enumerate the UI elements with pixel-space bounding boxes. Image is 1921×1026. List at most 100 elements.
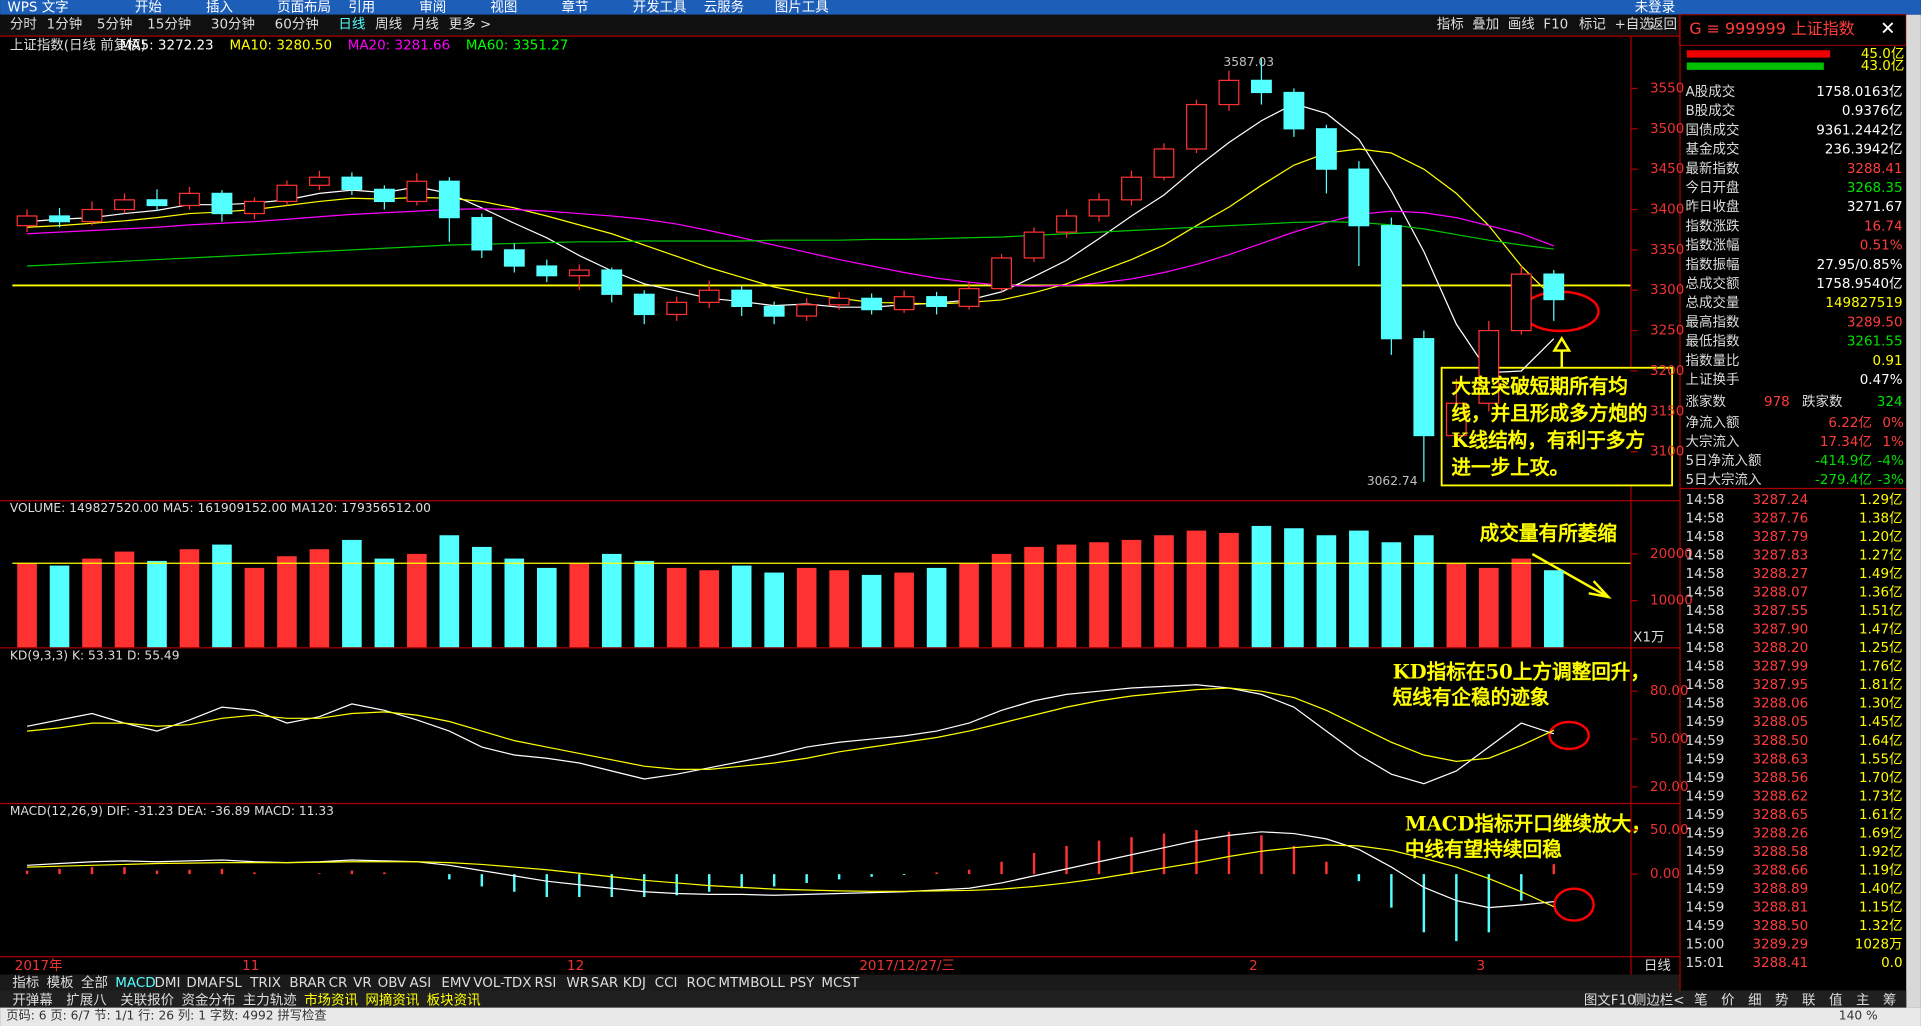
- indicator-tab[interactable]: MTM: [718, 975, 749, 991]
- menu-item[interactable]: 插入: [206, 0, 233, 15]
- volume-bar: [407, 553, 427, 648]
- indicator-tab[interactable]: PSY: [790, 975, 816, 991]
- menu-item[interactable]: 开发工具: [633, 0, 687, 15]
- bottom-tab[interactable]: 板块资讯: [427, 992, 481, 1008]
- side-button[interactable]: 侧边栏<: [1633, 992, 1685, 1008]
- indicator-tab[interactable]: MACD: [115, 975, 155, 991]
- row-value: 3261.55: [1847, 334, 1903, 350]
- indicator-tab[interactable]: ROC: [687, 975, 716, 991]
- trade-volume: 1.29亿: [1859, 492, 1902, 508]
- indicator-tab[interactable]: 全部: [81, 974, 108, 991]
- indicator-tab[interactable]: SAR: [591, 975, 618, 991]
- menu-item[interactable]: 页面布局: [277, 0, 331, 15]
- indicator-tab[interactable]: FSL: [218, 975, 242, 991]
- indicator-tab[interactable]: WR: [566, 975, 589, 991]
- candle-body: [1251, 79, 1272, 94]
- indicator-tab[interactable]: DMI: [155, 975, 181, 991]
- bottom-tab[interactable]: 扩展八: [66, 992, 107, 1008]
- bottom-tab[interactable]: 主力轨迹: [243, 992, 297, 1008]
- period-tab[interactable]: 5分钟: [97, 16, 133, 33]
- bottom-tab[interactable]: 网摘资讯: [365, 991, 419, 1008]
- menu-item[interactable]: 图片工具: [775, 0, 829, 15]
- panel-tab[interactable]: 主: [1856, 992, 1869, 1008]
- candle-body: [828, 297, 850, 306]
- annotation: 成交量有所萎缩: [1480, 522, 1618, 545]
- menu-item[interactable]: 开始: [135, 0, 162, 15]
- indicator-tab[interactable]: KDJ: [623, 975, 646, 991]
- period-tab[interactable]: 周线: [375, 17, 402, 33]
- login[interactable]: 未登录: [1635, 0, 1675, 15]
- indicator-tab[interactable]: MCST: [821, 975, 860, 991]
- app-name: WPS 文字: [7, 0, 68, 15]
- indicator-tab[interactable]: VR: [353, 975, 372, 991]
- period-tab[interactable]: 分时: [10, 17, 37, 33]
- period-tab[interactable]: 更多 >: [449, 16, 492, 33]
- panel-tab[interactable]: 笔: [1694, 992, 1707, 1008]
- panel-tab[interactable]: 联: [1802, 992, 1815, 1008]
- volume-bar: [601, 553, 622, 648]
- panel-tab[interactable]: 值: [1829, 992, 1842, 1008]
- zoom: 140 %: [1839, 1009, 1878, 1023]
- trade-price: 3287.55: [1752, 603, 1808, 619]
- macd-legend: MACD(12,26,9) DIF: -31.23 DEA: -36.89 MA…: [10, 804, 334, 818]
- period-tab[interactable]: 15分钟: [147, 16, 191, 33]
- bottom-tab[interactable]: 开弹幕: [12, 992, 53, 1008]
- y-tick-label: 20.00: [1650, 779, 1689, 795]
- period-tab[interactable]: 30分钟: [211, 16, 255, 33]
- row-label: 上证换手: [1686, 372, 1740, 388]
- indicator-tab[interactable]: OBV: [378, 975, 407, 991]
- menu-item[interactable]: 引用: [348, 0, 375, 15]
- indicator-tab[interactable]: VOL-TDX: [473, 975, 531, 991]
- indicator-tab[interactable]: CCI: [655, 975, 678, 991]
- trade-price: 3287.83: [1752, 548, 1808, 564]
- menu-item[interactable]: 视图: [490, 0, 517, 15]
- period-tab[interactable]: 60分钟: [275, 16, 319, 33]
- indicator-tab[interactable]: RSI: [535, 975, 557, 991]
- y-tick-label: 3150: [1650, 403, 1684, 419]
- panel-tab[interactable]: 价: [1721, 992, 1735, 1008]
- volume-bar: [1284, 528, 1304, 648]
- volume-bar: [17, 563, 37, 648]
- menu-item[interactable]: 审阅: [419, 0, 446, 15]
- indicator-tab[interactable]: EMV: [441, 975, 471, 991]
- trade-time: 14:58: [1686, 585, 1725, 601]
- tool-button[interactable]: +自选: [1614, 17, 1652, 33]
- volume-bar: [1219, 532, 1239, 648]
- side-button[interactable]: 图文F10: [1584, 992, 1636, 1008]
- period-tab[interactable]: 1分钟: [47, 16, 83, 33]
- menu-item[interactable]: 章节: [562, 0, 589, 15]
- trade-price: 3288.65: [1752, 807, 1808, 823]
- tool-button[interactable]: 指标: [1437, 17, 1464, 33]
- indicator-tab[interactable]: BRAR: [289, 975, 326, 991]
- indicator-tab[interactable]: CR: [329, 975, 348, 991]
- trade-time: 14:59: [1686, 751, 1725, 767]
- tool-button[interactable]: 叠加: [1472, 17, 1499, 33]
- volume-bar: [49, 565, 70, 648]
- trade-time: 14:59: [1686, 844, 1725, 860]
- flow-pct: 0%: [1882, 415, 1904, 431]
- indicator-tab[interactable]: 指标: [12, 975, 39, 991]
- bottom-tab[interactable]: 市场资讯: [304, 991, 358, 1008]
- indicator-tab[interactable]: BOLL: [750, 975, 785, 991]
- period-tab[interactable]: 月线: [412, 17, 439, 33]
- tool-button[interactable]: F10: [1543, 17, 1568, 33]
- panel-tab[interactable]: 细: [1748, 992, 1761, 1008]
- bottom-tab[interactable]: 关联报价: [120, 992, 174, 1008]
- tool-button[interactable]: 返回: [1650, 17, 1677, 33]
- indicator-tab[interactable]: DMA: [186, 975, 218, 991]
- scrollbar[interactable]: [1906, 14, 1921, 1008]
- tool-button[interactable]: 标记: [1579, 17, 1606, 33]
- period-tab[interactable]: 日线: [338, 17, 365, 33]
- row-value: 0.91: [1873, 353, 1903, 369]
- bottom-tab[interactable]: 资金分布: [182, 992, 236, 1008]
- panel-tab[interactable]: 势: [1775, 992, 1788, 1008]
- indicator-tab[interactable]: 模板: [47, 975, 74, 991]
- menu-item[interactable]: 云服务: [704, 0, 744, 15]
- d-line: [26, 687, 1555, 770]
- indicator-tab[interactable]: TRIX: [249, 975, 281, 991]
- panel-tab[interactable]: 筹: [1883, 991, 1896, 1008]
- volume-bar: [472, 546, 492, 648]
- indicator-tab[interactable]: ASI: [410, 975, 432, 991]
- tool-button[interactable]: 画线: [1508, 17, 1535, 33]
- close-icon[interactable]: ✕: [1880, 18, 1895, 39]
